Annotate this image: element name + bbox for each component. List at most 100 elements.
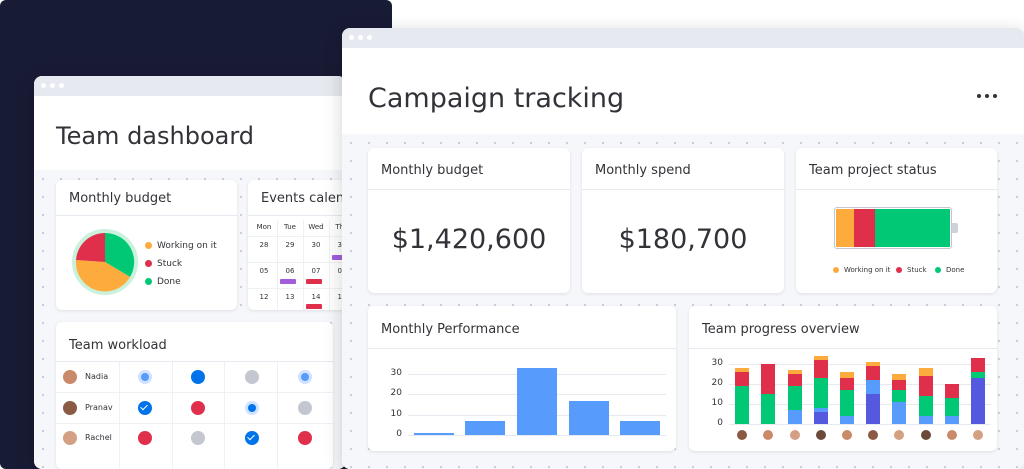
- window-titlebar: [34, 76, 346, 96]
- events-calendar-widget[interactable]: Events calenc Mon Tue Wed Thu 28 29 30 31 05 06 07…: [248, 180, 346, 310]
- avatar: [63, 431, 77, 445]
- status-circle[interactable]: [138, 431, 152, 445]
- legend-working: Working on it: [145, 241, 217, 251]
- status-circle[interactable]: [138, 401, 152, 415]
- calendar-date[interactable]: 28: [259, 241, 269, 249]
- stacked-bar-segment[interactable]: [839, 416, 854, 424]
- stacked-bar-segment[interactable]: [892, 402, 907, 424]
- stacked-bar-segment[interactable]: [944, 384, 959, 398]
- legend-stuck: Stuck: [896, 266, 927, 274]
- widget-title: Monthly budget: [381, 163, 484, 178]
- stacked-bar-segment[interactable]: [970, 378, 985, 424]
- status-circle[interactable]: [298, 431, 312, 445]
- avatar: [946, 430, 957, 440]
- event-bar[interactable]: [306, 279, 322, 284]
- calendar-date[interactable]: 05: [259, 267, 269, 275]
- calendar-divider: [329, 220, 330, 310]
- stacked-bar-segment[interactable]: [813, 412, 828, 424]
- calendar-date[interactable]: 30: [311, 241, 321, 249]
- team-workload-widget[interactable]: Team workload Nadia Pranav Rachel: [56, 322, 333, 469]
- bar[interactable]: [620, 420, 661, 435]
- stacked-bar-segment[interactable]: [735, 372, 750, 386]
- stacked-bar-segment[interactable]: [918, 368, 933, 376]
- stacked-bar-segment[interactable]: [892, 374, 907, 380]
- stacked-bar-segment[interactable]: [839, 390, 854, 416]
- team-progress-overview-widget[interactable]: Team progress overview 0 10 20 30: [689, 306, 997, 451]
- stacked-bar-segment[interactable]: [787, 410, 802, 424]
- status-circle[interactable]: [245, 370, 259, 384]
- stacked-bar-segment[interactable]: [787, 370, 802, 374]
- stacked-bar-segment[interactable]: [892, 390, 907, 402]
- stacked-bar-segment[interactable]: [866, 394, 881, 424]
- monthly-performance-widget[interactable]: Monthly Performance 0 10 20 30: [368, 306, 676, 451]
- status-circle[interactable]: [298, 370, 312, 384]
- stacked-bar-segment[interactable]: [944, 398, 959, 416]
- monthly-budget-widget[interactable]: Monthly budget Working on it Stuck Done: [56, 180, 237, 310]
- person-name: Nadia: [85, 372, 109, 381]
- stacked-bar-segment[interactable]: [918, 396, 933, 416]
- event-bar[interactable]: [332, 255, 346, 260]
- stacked-bar-segment[interactable]: [944, 416, 959, 424]
- team-project-status-widget[interactable]: Team project status Working on it Stuck …: [796, 148, 997, 293]
- stacked-bar-segment[interactable]: [761, 364, 776, 394]
- stacked-bar-segment[interactable]: [892, 380, 907, 390]
- widget-title: Events calenc: [261, 191, 346, 206]
- calendar-date[interactable]: 15: [329, 293, 346, 301]
- calendar-date[interactable]: 14: [311, 293, 321, 301]
- calendar-date[interactable]: 12: [259, 293, 269, 301]
- stacked-bar-segment[interactable]: [918, 416, 933, 424]
- stacked-bar-segment[interactable]: [866, 366, 881, 380]
- avatar: [63, 401, 77, 415]
- monthly-spend-widget[interactable]: Monthly spend $180,700: [582, 148, 784, 293]
- calendar-date[interactable]: 29: [285, 241, 295, 249]
- status-circle[interactable]: [245, 431, 259, 445]
- check-icon: [140, 402, 148, 411]
- gridline: [729, 364, 991, 365]
- calendar-date[interactable]: 07: [311, 267, 321, 275]
- status-circle[interactable]: [191, 401, 205, 415]
- calendar-day-header: Mon: [256, 223, 272, 231]
- stacked-bar-segment[interactable]: [761, 394, 776, 424]
- stacked-bar-segment[interactable]: [970, 358, 985, 372]
- status-circle[interactable]: [298, 401, 312, 415]
- stacked-bar-segment[interactable]: [813, 378, 828, 408]
- bar[interactable]: [517, 368, 557, 435]
- stacked-bar-segment[interactable]: [787, 386, 802, 410]
- calendar-date[interactable]: 08: [329, 267, 346, 275]
- bar[interactable]: [413, 432, 454, 435]
- event-bar[interactable]: [306, 304, 322, 309]
- battery-segment: [836, 209, 855, 247]
- calendar-date[interactable]: 06: [285, 267, 295, 275]
- stacked-bar-segment[interactable]: [970, 372, 985, 378]
- stacked-bar-segment[interactable]: [839, 372, 854, 378]
- stacked-bar-segment[interactable]: [813, 356, 828, 360]
- bar[interactable]: [465, 420, 506, 435]
- page-title: Campaign tracking: [368, 83, 625, 114]
- calendar-date[interactable]: 31: [329, 241, 346, 249]
- status-circle[interactable]: [245, 401, 259, 415]
- y-tick-label: 20: [390, 388, 402, 399]
- calendar-divider: [248, 262, 346, 263]
- stacked-bar-segment[interactable]: [735, 386, 750, 424]
- status-circle[interactable]: [191, 431, 205, 445]
- calendar-date[interactable]: 13: [285, 293, 295, 301]
- status-circle[interactable]: [191, 370, 205, 384]
- event-bar[interactable]: [280, 279, 296, 284]
- stacked-bar-segment[interactable]: [866, 380, 881, 394]
- header: Campaign tracking: [342, 48, 1024, 134]
- calendar-divider: [248, 236, 346, 237]
- stacked-bar-segment[interactable]: [787, 374, 802, 386]
- stacked-bar-segment[interactable]: [813, 408, 828, 412]
- more-horizontal-icon[interactable]: [975, 91, 999, 101]
- bar[interactable]: [568, 400, 609, 435]
- stacked-bar-segment[interactable]: [918, 376, 933, 396]
- stacked-bar-segment[interactable]: [866, 362, 881, 366]
- stacked-bar-segment[interactable]: [735, 368, 750, 372]
- budget-value: $1,420,600: [391, 224, 547, 255]
- stacked-bar-segment[interactable]: [839, 378, 854, 390]
- stacked-bar-segment[interactable]: [813, 360, 828, 378]
- grid-divider: [277, 362, 278, 469]
- calendar-day-header: Tue: [284, 223, 296, 231]
- monthly-budget-widget[interactable]: Monthly budget $1,420,600: [368, 148, 570, 293]
- status-circle[interactable]: [138, 370, 152, 384]
